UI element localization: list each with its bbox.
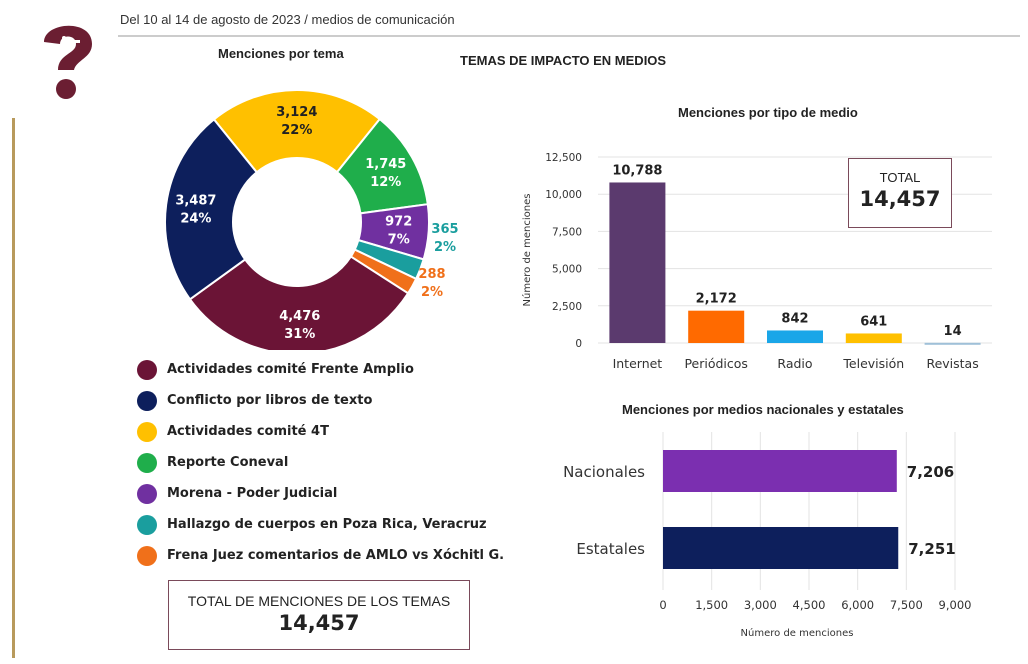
legend-item: Morena - Poder Judicial bbox=[137, 478, 504, 509]
donut-legend: Actividades comité Frente Amplio Conflict… bbox=[137, 354, 504, 571]
legend-swatch bbox=[137, 514, 157, 535]
x-tick-label: Periódicos bbox=[684, 356, 747, 371]
side-divider bbox=[12, 118, 15, 658]
slice-value-label: 3,487 bbox=[175, 194, 216, 209]
donut-slice bbox=[212, 89, 382, 174]
slice-value-label: 288 bbox=[418, 267, 445, 282]
slice-pct-label: 2% bbox=[434, 240, 456, 255]
topics-total-value: 14,457 bbox=[278, 611, 360, 635]
y-tick-label: 5,000 bbox=[552, 264, 582, 276]
slice-pct-label: 2% bbox=[421, 285, 443, 300]
national-state-title: Menciones por medios nacionales y estata… bbox=[622, 402, 904, 417]
bar bbox=[845, 333, 902, 343]
legend-item: Reporte Coneval bbox=[137, 447, 504, 478]
legend-label: Hallazgo de cuerpos en Poza Rica, Veracr… bbox=[167, 517, 487, 532]
slice-pct-label: 7% bbox=[388, 233, 410, 248]
legend-item: Frena Juez comentarios de AMLO vs Xóchit… bbox=[137, 540, 504, 571]
x-tick-label: Internet bbox=[613, 356, 663, 371]
bar-value-label: 14 bbox=[944, 324, 962, 339]
legend-swatch bbox=[137, 452, 157, 473]
legend-label: Morena - Poder Judicial bbox=[167, 486, 338, 501]
bar bbox=[924, 342, 981, 345]
y-tick-label: Estatales bbox=[576, 540, 645, 558]
page-title: TEMAS DE IMPACTO EN MEDIOS bbox=[460, 53, 667, 68]
media-total-value: 14,457 bbox=[859, 187, 941, 211]
legend-swatch bbox=[137, 390, 157, 411]
donut-title: Menciones por tema bbox=[218, 46, 344, 61]
x-tick-label: 4,500 bbox=[793, 598, 826, 612]
legend-item: Actividades comité 4T bbox=[137, 416, 504, 447]
x-tick-label: 9,000 bbox=[939, 598, 972, 612]
x-tick-label: Revistas bbox=[926, 356, 978, 371]
bar-value-label: 7,206 bbox=[907, 463, 954, 481]
slice-value-label: 365 bbox=[431, 222, 458, 237]
topics-total-label: TOTAL DE MENCIONES DE LOS TEMAS bbox=[187, 593, 451, 609]
x-tick-label: 7,500 bbox=[890, 598, 923, 612]
bar bbox=[767, 330, 823, 343]
legend-label: Frena Juez comentarios de AMLO vs Xóchit… bbox=[167, 548, 505, 563]
legend-label: Conflicto por libros de texto bbox=[167, 393, 373, 408]
y-tick-label: 0 bbox=[575, 338, 582, 350]
x-tick-label: Radio bbox=[777, 356, 812, 371]
donut-slice bbox=[164, 118, 259, 301]
bar bbox=[663, 450, 897, 492]
legend-swatch bbox=[137, 421, 157, 442]
bar bbox=[609, 182, 666, 343]
x-tick-label: 1,500 bbox=[695, 598, 728, 612]
logo-icon bbox=[44, 25, 92, 99]
legend-swatch bbox=[137, 545, 157, 566]
legend-swatch bbox=[137, 359, 157, 380]
date-subtitle: Del 10 al 14 de agosto de 2023 / medios … bbox=[120, 12, 455, 27]
x-tick-label: 3,000 bbox=[744, 598, 777, 612]
bar-value-label: 842 bbox=[781, 311, 808, 326]
slice-value-label: 972 bbox=[385, 215, 412, 230]
x-tick-label: 0 bbox=[659, 598, 666, 612]
bar bbox=[688, 310, 745, 343]
legend-label: Actividades comité Frente Amplio bbox=[167, 362, 414, 377]
legend-label: Actividades comité 4T bbox=[167, 424, 329, 439]
slice-pct-label: 24% bbox=[180, 212, 211, 227]
y-tick-label: Nacionales bbox=[563, 463, 645, 481]
media-total-label: TOTAL bbox=[879, 170, 921, 185]
media-type-title: Menciones por tipo de medio bbox=[678, 105, 858, 120]
x-tick-label: Televisión bbox=[842, 356, 904, 371]
divider bbox=[118, 35, 1020, 37]
x-axis-label: Número de menciones bbox=[741, 627, 854, 639]
y-tick-label: 7,500 bbox=[552, 226, 582, 238]
bar-value-label: 7,251 bbox=[908, 540, 955, 558]
y-tick-label: 10,000 bbox=[545, 189, 582, 201]
topics-total-box: TOTAL DE MENCIONES DE LOS TEMAS 14,457 bbox=[168, 580, 470, 650]
legend-label: Reporte Coneval bbox=[167, 455, 289, 470]
y-tick-label: 12,500 bbox=[545, 152, 582, 164]
slice-value-label: 3,124 bbox=[276, 105, 317, 120]
legend-item: Actividades comité Frente Amplio bbox=[137, 354, 504, 385]
donut-slice bbox=[188, 255, 410, 350]
bar-value-label: 641 bbox=[860, 314, 887, 329]
slice-pct-label: 31% bbox=[284, 327, 315, 342]
x-tick-label: 6,000 bbox=[841, 598, 874, 612]
slice-pct-label: 22% bbox=[281, 123, 312, 138]
bar-value-label: 2,172 bbox=[696, 292, 737, 307]
slice-pct-label: 12% bbox=[370, 175, 401, 190]
donut-chart: 3,124 22% 1,745 12% 972 7% 365 2% 288 2% 4,476 31% 3… bbox=[164, 89, 459, 350]
media-total-box: TOTAL 14,457 bbox=[848, 158, 952, 228]
slice-value-label: 4,476 bbox=[279, 309, 320, 324]
y-tick-label: 2,500 bbox=[552, 301, 582, 313]
y-axis-label: Número de menciones bbox=[521, 194, 533, 307]
legend-item: Conflicto por libros de texto bbox=[137, 385, 504, 416]
bar-value-label: 10,788 bbox=[612, 163, 662, 178]
slice-value-label: 1,745 bbox=[365, 157, 406, 172]
legend-swatch bbox=[137, 483, 157, 504]
legend-item: Hallazgo de cuerpos en Poza Rica, Veracr… bbox=[137, 509, 504, 540]
bar bbox=[663, 527, 899, 569]
